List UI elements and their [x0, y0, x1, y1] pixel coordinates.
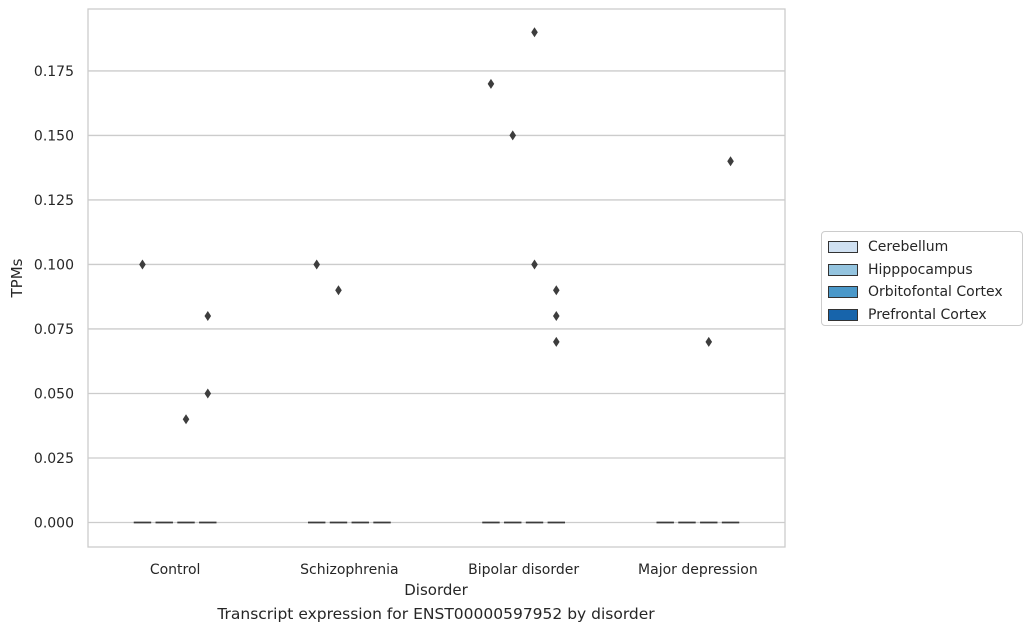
legend-swatch [828, 286, 858, 299]
y-tick-label: 0.000 [34, 515, 74, 531]
outlier-point [509, 130, 517, 141]
outlier-point [204, 311, 212, 322]
legend: Cerebellum Hipppocampus Orbitofontal Cor… [821, 231, 1023, 326]
outlier-point [204, 388, 212, 399]
x-tick-labels: Control Schizophrenia Bipolar disorder Majo… [150, 562, 758, 578]
y-tick-label: 0.150 [34, 128, 74, 144]
legend-swatch [828, 309, 858, 322]
outlier-point [727, 156, 734, 167]
legend-label: Orbitofontal Cortex [868, 284, 1003, 301]
x-tick-label: Major depression [638, 562, 758, 578]
y-axis-title: TPMs [8, 258, 26, 298]
legend-label: Cerebellum [868, 239, 949, 256]
y-tick-label: 0.100 [34, 257, 74, 273]
y-tick-label: 0.125 [34, 193, 74, 209]
legend-label: Prefrontal Cortex [868, 307, 987, 324]
y-tick-labels: 0.000 0.025 0.050 0.075 0.100 0.125 0.150 0.175 [34, 64, 74, 532]
x-axis-title: Disorder [404, 581, 468, 599]
legend-item: Hipppocampus [828, 259, 1016, 282]
y-tick-label: 0.050 [34, 386, 74, 402]
y-tick-label: 0.175 [34, 64, 74, 80]
legend-swatch [828, 263, 858, 276]
outlier-point [531, 259, 538, 270]
legend-swatch [828, 241, 858, 254]
outlier-point [487, 78, 495, 89]
outlier-point [139, 259, 146, 270]
plot-frame [87, 8, 786, 548]
plot-area [88, 9, 785, 547]
legend-item: Prefrontal Cortex [828, 304, 1016, 327]
legend-item: Cerebellum [828, 236, 1016, 259]
outlier-point [552, 336, 560, 347]
outlier-point [335, 285, 342, 296]
y-tick-label: 0.025 [34, 451, 74, 467]
outlier-point [531, 27, 538, 38]
chart-caption: Transcript expression for ENST0000059795… [217, 605, 655, 623]
x-tick-label: Bipolar disorder [468, 562, 579, 578]
outlier-point [705, 336, 713, 347]
x-tick-label: Control [150, 562, 201, 578]
y-tick-label: 0.075 [34, 322, 74, 338]
outlier-group [139, 27, 734, 425]
outlier-point [182, 414, 190, 425]
x-tick-label: Schizophrenia [300, 562, 398, 578]
outlier-point [313, 259, 321, 270]
outlier-point [552, 311, 560, 322]
outlier-point [552, 285, 560, 296]
legend-label: Hipppocampus [868, 261, 973, 278]
legend-item: Orbitofontal Cortex [828, 281, 1016, 304]
